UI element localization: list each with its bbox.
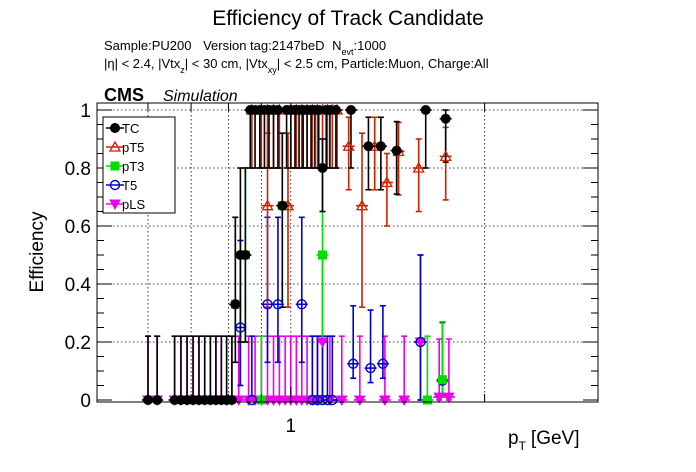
subtitle-cut-eta: |η| < 2.4, |Vtx: [104, 56, 181, 71]
data-point-pls: [316, 337, 329, 349]
data-point-tc: [363, 141, 374, 152]
chart-title: Efficiency of Track Candidate: [212, 7, 484, 30]
y-axis-label: Efficiency: [27, 211, 48, 292]
subtitle-cut-xy-sub: xy: [268, 65, 278, 75]
legend-entry-pt5: pT5: [106, 140, 144, 155]
subtitle-nevt-value: :1000: [354, 38, 387, 53]
data-point-tc: [345, 105, 356, 115]
data-point-pls: [443, 392, 455, 404]
data-point-t5: [348, 358, 359, 369]
data-point-tc: [330, 105, 341, 115]
y-tick-label: 0.8: [65, 159, 91, 180]
data-point-pt5: [261, 199, 274, 211]
legend-label: TC: [122, 121, 139, 136]
data-point-pt5: [342, 139, 355, 151]
legend-marker-pt5: [108, 140, 122, 152]
data-point-pls: [379, 395, 391, 407]
y-tick-label: 1: [80, 101, 91, 122]
legend-marker-t5: [109, 179, 121, 191]
data-point-tc: [277, 200, 288, 211]
data-point-pls: [433, 392, 446, 404]
x-tick-label: 1: [286, 416, 297, 437]
data-point-t5: [235, 322, 246, 333]
x-axis-label-sub: T: [519, 439, 527, 453]
subtitle-cut-z-sub: z: [180, 65, 185, 75]
subtitle-cut-vtxz: | < 30 cm, |Vtx: [185, 56, 268, 71]
data-point-pls: [353, 395, 366, 407]
data-point-t5: [322, 394, 333, 406]
data-point-t5: [312, 394, 323, 406]
data-point-pt3: [437, 375, 447, 385]
data-point-t5: [262, 299, 273, 310]
cms-sublabel: Simulation: [163, 88, 238, 105]
x-axis-label-main: p: [508, 428, 519, 449]
data-point-t5: [296, 299, 307, 310]
subtitle-line1: Sample:PU200 Version tag:2147beD Nevt:10…: [104, 38, 386, 57]
y-tick-label: 0.4: [65, 275, 92, 296]
axes: 0 0.2 0.4 0.6 0.8 1 1: [65, 101, 599, 437]
subtitle-cut-rest: | < 2.5 cm, Particle:Muon, Charge:All: [277, 56, 489, 71]
data-point-pt5: [412, 161, 425, 173]
x-axis-label: pT [GeV]: [508, 428, 580, 453]
data-point-pt5: [439, 150, 452, 162]
data-point-tc: [440, 113, 451, 124]
data-point-tc: [420, 105, 431, 115]
data-point-tc: [391, 145, 402, 156]
subtitle-line2: |η| < 2.4, |Vtxz| < 30 cm, |Vtxxy| < 2.5…: [104, 56, 489, 75]
data-point-t5: [246, 394, 258, 406]
data-point-tc: [272, 105, 283, 115]
data-point-t5: [272, 299, 284, 310]
legend-marker-pt3: [110, 161, 120, 171]
subtitle-nevt-label: N: [332, 38, 341, 53]
x-axis-label-unit: [GeV]: [531, 428, 580, 449]
data-point-tc: [375, 141, 386, 152]
data-point-t5: [317, 394, 328, 406]
data-point-tc: [152, 395, 163, 405]
data-point-pt3: [318, 250, 328, 260]
legend-entry-tc: TC: [106, 121, 139, 136]
data-point-t5: [327, 394, 338, 406]
data-point-t5: [307, 394, 318, 406]
y-tick-label: 0.2: [65, 333, 91, 354]
series-tc-points: [142, 105, 451, 405]
data-point-pt5: [380, 176, 393, 188]
legend: TC pT5 pT3 T5 pLS: [102, 116, 176, 214]
legend-label: pT3: [122, 159, 144, 174]
data-point-t5: [415, 336, 426, 348]
subtitle-sample: Sample:PU200: [104, 38, 191, 53]
data-point-tc: [317, 163, 328, 173]
plot-frame: [96, 102, 599, 403]
legend-marker-tc: [110, 123, 120, 133]
cms-label: CMS: [104, 85, 144, 105]
legend-label: pLS: [122, 197, 145, 212]
legend-entry-pt3: pT3: [106, 159, 144, 174]
legend-label: T5: [122, 178, 137, 193]
y-tick-label: 0: [80, 391, 91, 412]
data-point-t5: [365, 362, 376, 374]
legend-entry-pls: pLS: [106, 197, 145, 212]
data-point-pls: [335, 395, 348, 407]
legend-entry-t5: T5: [106, 178, 137, 193]
legend-marker-pls: [109, 199, 121, 211]
data-point-pls: [398, 395, 411, 407]
data-point-tc: [230, 299, 241, 310]
data-point-t5: [377, 358, 389, 369]
y-tick-label: 0.6: [65, 217, 91, 238]
data-markers: [142, 103, 455, 407]
data-point-pt5: [355, 199, 369, 211]
subtitle-nevt-sub: evt: [342, 47, 355, 57]
data-point-tc: [240, 250, 251, 260]
subtitle-version: Version tag:2147beD: [203, 38, 324, 53]
data-point-pt3: [422, 395, 432, 405]
legend-label: pT5: [122, 140, 144, 155]
